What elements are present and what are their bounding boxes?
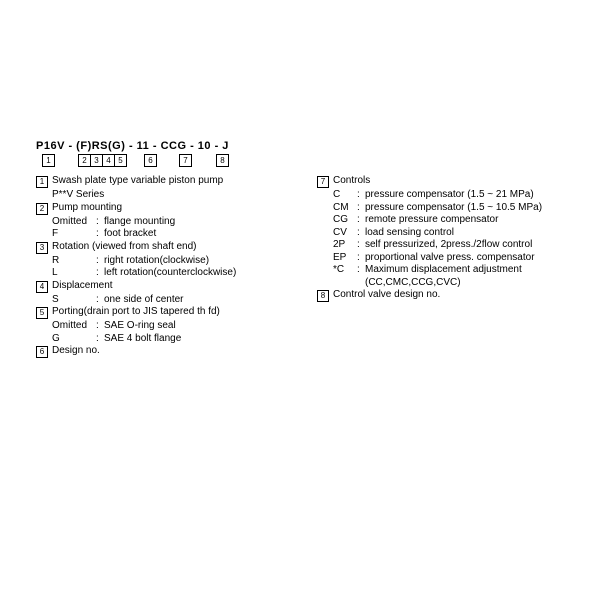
columns: 1 Swash plate type variable piston pumpP*…	[36, 175, 576, 359]
sub-row: L:left rotation(counterclockwise)	[52, 267, 295, 280]
box-4: 4	[103, 154, 115, 167]
sub-text: SAE O-ring seal	[104, 320, 295, 333]
item-number-box: 6	[36, 346, 48, 358]
sub-colon: :	[96, 216, 104, 229]
item-number-box: 2	[36, 203, 48, 215]
box-2: 2	[78, 154, 91, 167]
sub-code: Omitted	[52, 320, 96, 333]
sub-text: Maximum displacement adjustment	[365, 264, 576, 277]
box-3: 3	[91, 154, 103, 167]
item-title: Control valve design no.	[333, 289, 440, 302]
sub-text: one side of center	[104, 294, 295, 307]
item-row: 2 Pump mounting	[36, 202, 295, 215]
item-number-box: 7	[317, 176, 329, 188]
sub-row: P**V Series	[52, 189, 295, 202]
sub-text: remote pressure compensator	[365, 214, 576, 227]
item-number-box: 5	[36, 307, 48, 319]
model-code-heading: P16V - (F)RS(G) - 11 - CCG - 10 - J	[36, 140, 576, 152]
item-row: 3 Rotation (viewed from shaft end)	[36, 241, 295, 254]
sub-text: left rotation(counterclockwise)	[104, 267, 295, 280]
item-number-box: 4	[36, 281, 48, 293]
position-boxes: 1 2 3 4 5 6 7 8	[36, 154, 576, 167]
sub-code: 2P	[333, 239, 357, 252]
sub-row: EP:proportional valve press. compensator	[333, 252, 576, 265]
right-column: 7ControlsC:pressure compensator (1.5 ~ 2…	[317, 175, 576, 359]
sub-colon: :	[357, 264, 365, 277]
item-number-box: 1	[36, 176, 48, 188]
sub-code: CV	[333, 227, 357, 240]
sub-code: F	[52, 228, 96, 241]
sub-text: (CC,CMC,CCG,CVC)	[365, 277, 576, 290]
sub-row: Omitted:flange mounting	[52, 216, 295, 229]
sub-code: CM	[333, 202, 357, 215]
sub-colon: :	[96, 333, 104, 346]
item-title: Pump mounting	[52, 202, 122, 215]
sub-text: pressure compensator (1.5 ~ 10.5 MPa)	[365, 202, 576, 215]
sub-colon: :	[96, 255, 104, 268]
sub-row: F:foot bracket	[52, 228, 295, 241]
item-number-box: 3	[36, 242, 48, 254]
sub-colon: :	[96, 267, 104, 280]
sub-row: 2P:self pressurized, 2press./2flow contr…	[333, 239, 576, 252]
sub-colon: :	[96, 320, 104, 333]
item-title: Porting(drain port to JIS tapered th fd)	[52, 306, 220, 319]
sub-text: flange mounting	[104, 216, 295, 229]
sub-row: S:one side of center	[52, 294, 295, 307]
item-title: Controls	[333, 175, 370, 188]
sub-text: SAE 4 bolt flange	[104, 333, 295, 346]
sub-code: R	[52, 255, 96, 268]
sub-code: C	[333, 189, 357, 202]
box-7: 7	[179, 154, 192, 167]
sub-row: *C:Maximum displacement adjustment	[333, 264, 576, 277]
sub-code: L	[52, 267, 96, 280]
sub-text: proportional valve press. compensator	[365, 252, 576, 265]
sub-row: CV:load sensing control	[333, 227, 576, 240]
sub-colon: :	[96, 228, 104, 241]
sub-row: CM:pressure compensator (1.5 ~ 10.5 MPa)	[333, 202, 576, 215]
item-number-box: 8	[317, 290, 329, 302]
item-row: 6 Design no.	[36, 345, 295, 358]
sub-row: (CC,CMC,CCG,CVC)	[333, 277, 576, 290]
sub-colon: :	[357, 227, 365, 240]
sub-colon: :	[357, 239, 365, 252]
sub-code: EP	[333, 252, 357, 265]
left-column: 1 Swash plate type variable piston pumpP*…	[36, 175, 295, 359]
item-row: 7 Controls	[317, 175, 576, 188]
sub-colon: :	[357, 202, 365, 215]
item-row: 8 Control valve design no.	[317, 289, 576, 302]
sub-row: C:pressure compensator (1.5 ~ 21 MPa)	[333, 189, 576, 202]
sub-colon: :	[357, 189, 365, 202]
sub-colon: :	[357, 214, 365, 227]
item-row: 5 Porting(drain port to JIS tapered th fd…	[36, 306, 295, 319]
item-title: Swash plate type variable piston pump	[52, 175, 223, 188]
sub-colon: :	[96, 294, 104, 307]
sub-text: foot bracket	[104, 228, 295, 241]
model-number-explanation: P16V - (F)RS(G) - 11 - CCG - 10 - J 1 2 …	[36, 140, 576, 359]
sub-text: load sensing control	[365, 227, 576, 240]
box-6: 6	[144, 154, 157, 167]
sub-code: S	[52, 294, 96, 307]
sub-row: Omitted:SAE O-ring seal	[52, 320, 295, 333]
item-title: Rotation (viewed from shaft end)	[52, 241, 197, 254]
box-1: 1	[42, 154, 55, 167]
sub-row: CG:remote pressure compensator	[333, 214, 576, 227]
item-row: 4 Displacement	[36, 280, 295, 293]
sub-code: CG	[333, 214, 357, 227]
sub-text: pressure compensator (1.5 ~ 21 MPa)	[365, 189, 576, 202]
item-title: Displacement	[52, 280, 113, 293]
item-row: 1 Swash plate type variable piston pump	[36, 175, 295, 188]
sub-text: P**V Series	[52, 189, 295, 202]
sub-row: R:right rotation(clockwise)	[52, 255, 295, 268]
sub-code: G	[52, 333, 96, 346]
box-5: 5	[115, 154, 127, 167]
item-title: Design no.	[52, 345, 100, 358]
sub-text: right rotation(clockwise)	[104, 255, 295, 268]
box-8: 8	[216, 154, 229, 167]
sub-text: self pressurized, 2press./2flow control	[365, 239, 576, 252]
sub-code: Omitted	[52, 216, 96, 229]
sub-code: *C	[333, 264, 357, 277]
sub-colon: :	[357, 252, 365, 265]
sub-row: G:SAE 4 bolt flange	[52, 333, 295, 346]
